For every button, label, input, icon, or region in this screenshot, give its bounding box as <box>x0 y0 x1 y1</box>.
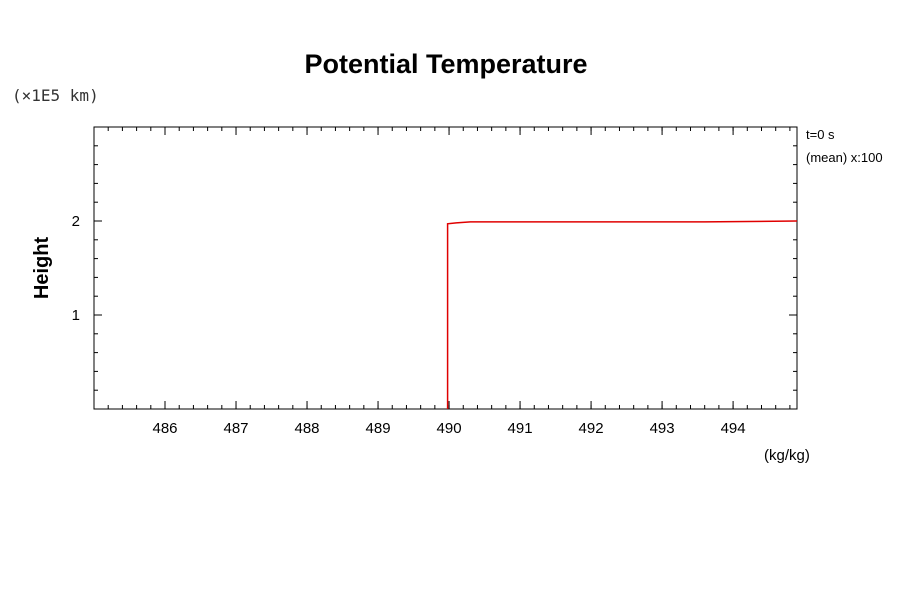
y-tick-label: 1 <box>72 307 80 324</box>
x-tick-label: 489 <box>366 420 391 437</box>
y-tick-label: 2 <box>72 213 80 230</box>
x-tick-label: 488 <box>295 420 320 437</box>
info-line-time: t=0 s <box>806 127 835 142</box>
x-tick-label: 492 <box>579 420 604 437</box>
x-tick-label: 486 <box>152 420 177 437</box>
info-line-mean: (mean) x:100 <box>806 150 883 165</box>
x-tick-label: 487 <box>224 420 249 437</box>
plot-frame <box>93 126 798 410</box>
y-axis-label: Height <box>31 237 53 300</box>
chart-title: Potential Temperature <box>304 49 587 79</box>
axis-ticks: 486 487 488 489 490 491 492 493 494 1 2 <box>72 127 797 437</box>
x-unit-label: (kg/kg) <box>764 447 810 464</box>
x-tick-label: 493 <box>650 420 675 437</box>
series-line <box>446 220 798 409</box>
x-tick-label: 491 <box>508 420 533 437</box>
x-tick-label: 490 <box>437 420 462 437</box>
series-layer <box>446 220 798 409</box>
x-tick-label: 494 <box>721 420 746 437</box>
y-scale-label: (×1E5 km) <box>12 86 99 105</box>
